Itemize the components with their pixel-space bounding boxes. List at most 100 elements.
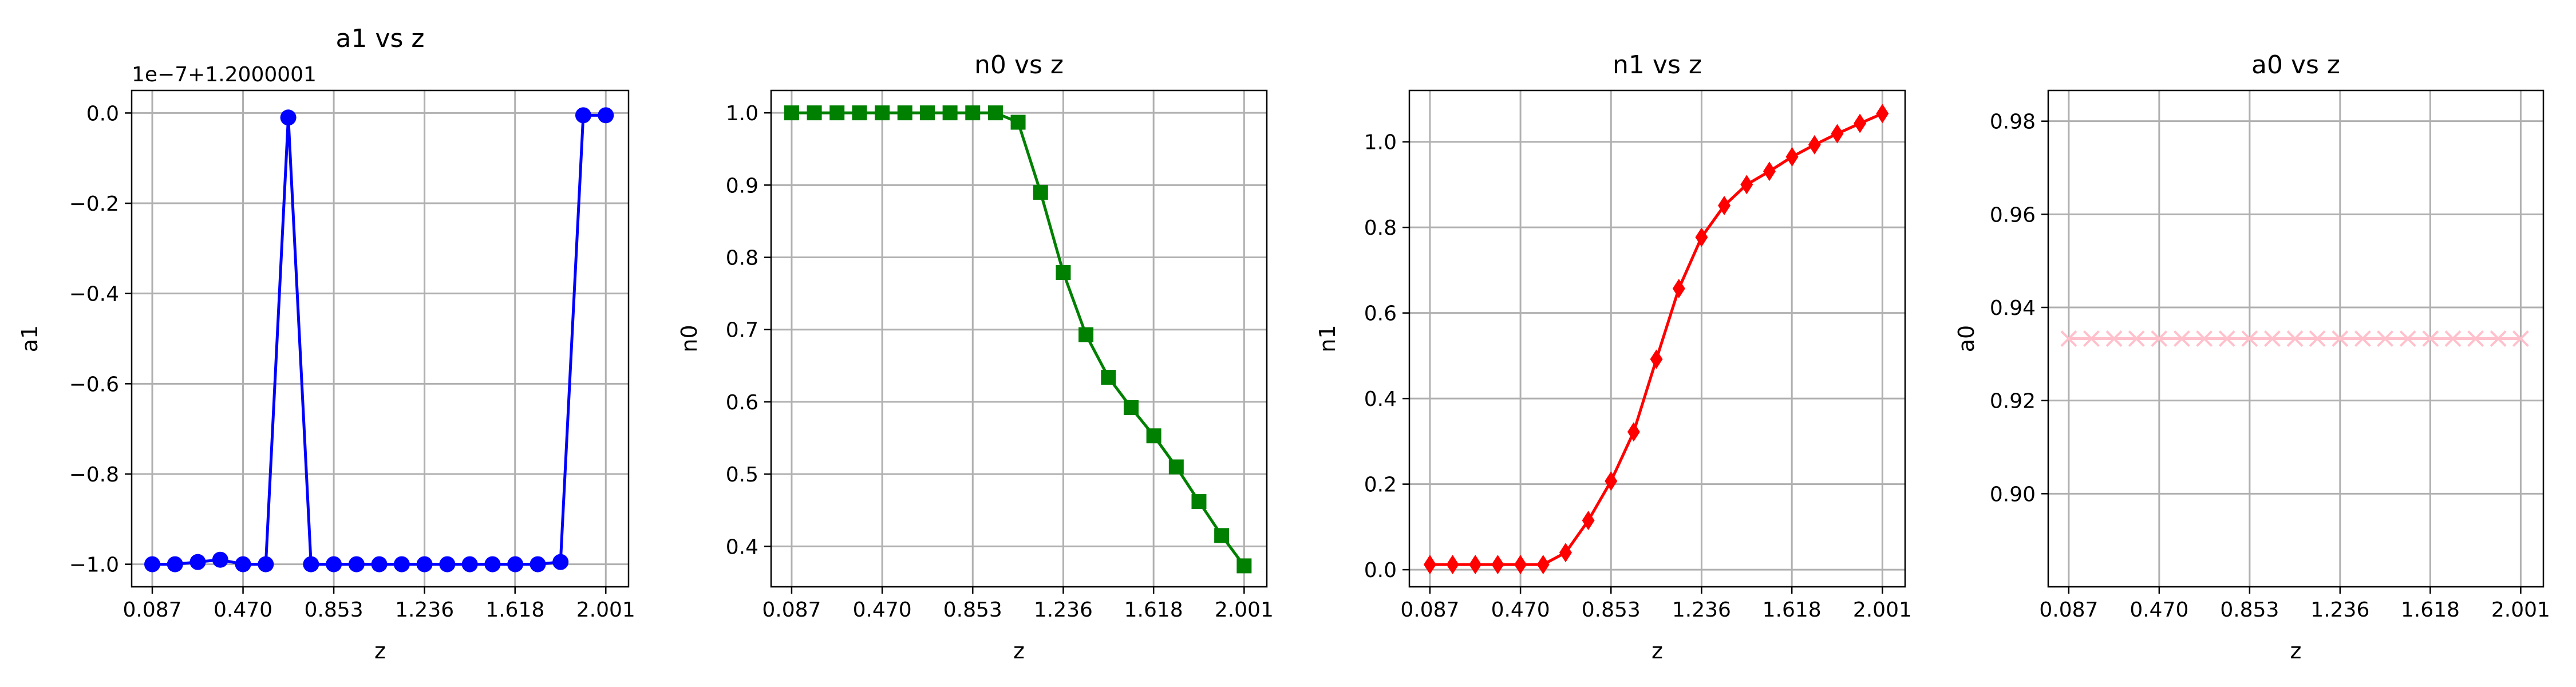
data-point xyxy=(784,105,799,121)
data-point xyxy=(326,556,342,572)
data-point xyxy=(1033,184,1048,200)
axes-frame xyxy=(1408,89,1906,588)
x-tick-label: 0.853 xyxy=(1582,598,1641,622)
data-point xyxy=(2490,330,2507,347)
data-point xyxy=(2377,330,2394,347)
x-axis-label: z xyxy=(1013,638,1025,664)
y-tick-label: 0.0 xyxy=(1364,559,1397,582)
data-point xyxy=(2218,330,2235,347)
data-point xyxy=(852,105,867,121)
data-point xyxy=(258,556,274,572)
data-point xyxy=(1672,279,1685,299)
data-point xyxy=(348,556,365,572)
data-point xyxy=(1123,400,1139,416)
y-tick-label: −1.0 xyxy=(69,554,119,577)
axes-frame xyxy=(2047,89,2545,588)
x-tick-label: 0.470 xyxy=(214,598,272,622)
x-tick-label: 0.087 xyxy=(2039,598,2098,622)
x-tick-label: 1.618 xyxy=(1124,598,1183,622)
y-tick-label: 0.0 xyxy=(86,102,119,125)
y-tick-label: 0.8 xyxy=(726,247,758,270)
data-point xyxy=(235,556,251,572)
data-point xyxy=(1146,428,1161,444)
data-point xyxy=(2128,330,2145,347)
data-point xyxy=(2354,330,2371,347)
y-tick-label: 0.92 xyxy=(1990,390,2036,413)
y-tick-label: 0.5 xyxy=(726,463,758,487)
data-point xyxy=(987,105,1003,121)
x-tick-label: 0.087 xyxy=(762,598,821,622)
data-point xyxy=(1831,124,1844,144)
axis-offset-text: 1e−7+1.2000001 xyxy=(132,63,317,86)
data-point xyxy=(1695,227,1708,247)
data-point xyxy=(1876,104,1889,124)
y-tick-label: 0.2 xyxy=(1364,473,1397,497)
chart-title: a1 vs z xyxy=(336,24,425,53)
data-point xyxy=(1718,196,1731,216)
y-tick-label: 0.6 xyxy=(1364,302,1397,326)
x-tick-label: 1.618 xyxy=(1763,598,1822,622)
data-point xyxy=(1446,555,1459,575)
chart-2: 0.087 0.470 0.853 1.236 1.618 2.001 1.0 0.9 0.8 0… xyxy=(677,50,1274,664)
data-point xyxy=(1078,327,1094,342)
y-tick-label: 0.4 xyxy=(726,535,758,559)
data-point xyxy=(1214,528,1230,543)
data-point xyxy=(2060,330,2077,347)
x-tick-label: 0.853 xyxy=(2220,598,2279,622)
x-tick-label: 1.236 xyxy=(1034,598,1093,622)
y-axis-label: n0 xyxy=(677,325,702,352)
chart-title: a0 vs z xyxy=(2251,50,2340,80)
data-point xyxy=(1010,114,1026,130)
x-axis-label: z xyxy=(1652,638,1663,664)
data-point xyxy=(1514,555,1527,575)
data-point xyxy=(189,554,206,570)
data-point xyxy=(965,105,981,121)
x-tick-label: 1.236 xyxy=(2310,598,2369,622)
y-tick-label: −0.2 xyxy=(69,192,119,216)
data-point xyxy=(1650,349,1663,369)
axes-frame xyxy=(770,89,1268,588)
y-tick-label: −0.6 xyxy=(69,373,119,396)
y-tick-label: 0.9 xyxy=(726,174,758,198)
data-point xyxy=(2332,330,2349,347)
data-point xyxy=(484,556,501,572)
chart-title: n0 vs z xyxy=(974,50,1064,80)
x-tick-label: 2.001 xyxy=(1853,598,1912,622)
data-point xyxy=(1236,558,1252,574)
chart-1: 0.087 0.470 0.853 1.236 1.618 2.001 0.0 −0.2 −0.… xyxy=(17,24,635,664)
data-point xyxy=(1740,175,1753,195)
y-tick-label: 0.6 xyxy=(726,391,758,414)
data-point xyxy=(1423,555,1436,575)
data-point xyxy=(1627,422,1640,442)
data-point xyxy=(2196,330,2213,347)
data-point xyxy=(2467,330,2484,347)
data-point xyxy=(875,105,890,121)
x-tick-label: 0.853 xyxy=(943,598,1002,622)
data-point xyxy=(1101,370,1116,385)
data-point xyxy=(1785,147,1799,167)
x-tick-label: 2.001 xyxy=(2491,598,2550,622)
chart-title: n1 vs z xyxy=(1613,50,1702,80)
data-point xyxy=(2241,330,2258,347)
y-tick-label: −0.8 xyxy=(69,463,119,487)
data-point xyxy=(2512,330,2529,347)
data-point xyxy=(1469,555,1482,575)
data-point xyxy=(2264,330,2281,347)
data-point xyxy=(280,109,297,126)
data-point xyxy=(2309,330,2326,347)
data-point xyxy=(2105,330,2123,347)
data-point xyxy=(1763,161,1776,181)
data-point xyxy=(598,107,614,124)
data-point xyxy=(1808,135,1821,155)
data-point xyxy=(1191,494,1207,510)
x-tick-label: 0.853 xyxy=(305,598,364,622)
data-point xyxy=(167,556,183,572)
data-point xyxy=(1605,471,1618,491)
data-point xyxy=(1582,511,1595,531)
data-point xyxy=(807,105,822,121)
data-point xyxy=(1854,113,1867,133)
data-point xyxy=(1056,265,1071,281)
data-point xyxy=(2286,330,2304,347)
x-axis-label: z xyxy=(2290,638,2302,664)
x-tick-label: 1.236 xyxy=(1672,598,1731,622)
